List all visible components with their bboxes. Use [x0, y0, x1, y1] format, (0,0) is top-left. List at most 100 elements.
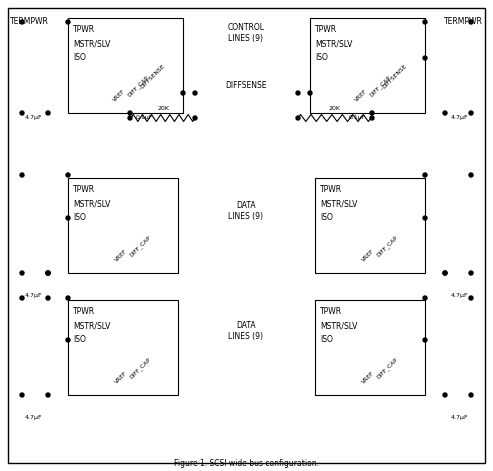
Text: MSTR/SLV: MSTR/SLV: [320, 200, 357, 209]
Text: 4.7μF: 4.7μF: [451, 115, 469, 121]
Circle shape: [423, 338, 427, 342]
Text: MSTR/SLV: MSTR/SLV: [315, 40, 352, 49]
Circle shape: [20, 111, 24, 115]
Circle shape: [469, 173, 473, 177]
Circle shape: [20, 20, 24, 24]
Bar: [310, 18, 425, 113]
Text: MSTR/SLV: MSTR/SLV: [73, 40, 110, 49]
Text: LINES (9): LINES (9): [228, 212, 263, 221]
Text: VREF: VREF: [361, 249, 375, 263]
Circle shape: [46, 296, 50, 300]
Text: 4.7μF: 4.7μF: [24, 292, 42, 298]
Text: TPWR: TPWR: [73, 308, 95, 317]
Text: TPWR: TPWR: [73, 25, 95, 34]
Text: DATA: DATA: [236, 201, 256, 210]
Text: LINES (9): LINES (9): [228, 33, 263, 42]
Text: ISO: ISO: [73, 54, 86, 63]
Text: MSTR/SLV: MSTR/SLV: [320, 322, 357, 331]
Circle shape: [308, 91, 312, 95]
Text: 4.7μF: 4.7μF: [451, 292, 469, 298]
Circle shape: [66, 338, 70, 342]
Text: ISO: ISO: [73, 335, 86, 344]
Text: MSTR/SLV: MSTR/SLV: [73, 322, 110, 331]
Bar: [68, 178, 178, 273]
Text: DIFF_CAP: DIFF_CAP: [375, 356, 399, 380]
Text: TPWR: TPWR: [315, 25, 337, 34]
Text: 0.1μF: 0.1μF: [349, 115, 366, 121]
Circle shape: [20, 173, 24, 177]
Text: TPWR: TPWR: [320, 186, 342, 195]
Circle shape: [370, 116, 374, 120]
Circle shape: [469, 111, 473, 115]
Circle shape: [66, 296, 70, 300]
Circle shape: [20, 296, 24, 300]
Text: LINES (9): LINES (9): [228, 333, 263, 341]
Circle shape: [296, 116, 300, 120]
Circle shape: [423, 216, 427, 220]
Circle shape: [46, 271, 50, 275]
Text: VREF: VREF: [114, 371, 128, 385]
Circle shape: [193, 91, 197, 95]
Circle shape: [443, 271, 447, 275]
Circle shape: [46, 271, 50, 275]
Text: VREF: VREF: [112, 89, 126, 103]
Circle shape: [469, 296, 473, 300]
Text: DATA: DATA: [236, 320, 256, 330]
Circle shape: [128, 116, 132, 120]
Bar: [315, 300, 425, 395]
Circle shape: [46, 111, 50, 115]
Circle shape: [423, 296, 427, 300]
Text: ISO: ISO: [320, 213, 333, 222]
Circle shape: [370, 111, 374, 115]
Circle shape: [443, 271, 447, 275]
Circle shape: [20, 271, 24, 275]
Circle shape: [46, 393, 50, 397]
Circle shape: [469, 20, 473, 24]
Bar: [68, 300, 178, 395]
Circle shape: [469, 271, 473, 275]
Text: TERMPWR: TERMPWR: [10, 17, 49, 26]
Circle shape: [423, 56, 427, 60]
Text: DIFFSENSE: DIFFSENSE: [140, 63, 167, 89]
Circle shape: [20, 393, 24, 397]
Text: DIFF_CAP: DIFF_CAP: [375, 234, 399, 258]
Text: VREF: VREF: [354, 89, 368, 103]
Text: TPWR: TPWR: [320, 308, 342, 317]
Text: ISO: ISO: [315, 54, 328, 63]
Circle shape: [181, 91, 185, 95]
Text: ISO: ISO: [320, 335, 333, 344]
Text: TPWR: TPWR: [73, 186, 95, 195]
Circle shape: [128, 111, 132, 115]
Text: MSTR/SLV: MSTR/SLV: [73, 200, 110, 209]
Circle shape: [423, 173, 427, 177]
Circle shape: [66, 20, 70, 24]
Circle shape: [66, 173, 70, 177]
Circle shape: [469, 393, 473, 397]
Text: DIFF_CAP: DIFF_CAP: [128, 356, 152, 380]
Text: DIFFSENSE: DIFFSENSE: [225, 81, 267, 90]
Circle shape: [296, 91, 300, 95]
Text: 20K: 20K: [328, 106, 341, 112]
Text: 20K: 20K: [157, 106, 169, 112]
Bar: [315, 178, 425, 273]
Text: TERMPWR: TERMPWR: [444, 17, 483, 26]
Text: VREF: VREF: [114, 249, 128, 263]
Circle shape: [193, 116, 197, 120]
Bar: [68, 18, 183, 113]
Text: CONTROL: CONTROL: [227, 24, 265, 32]
Text: VREF: VREF: [361, 371, 375, 385]
Circle shape: [443, 393, 447, 397]
Text: DIFF_CAP: DIFF_CAP: [368, 74, 391, 98]
Circle shape: [443, 111, 447, 115]
Text: 4.7μF: 4.7μF: [24, 115, 42, 121]
Text: 4.7μF: 4.7μF: [451, 414, 469, 420]
Text: DIFF_CAP: DIFF_CAP: [128, 234, 152, 258]
Text: DIFFSENSE: DIFFSENSE: [382, 63, 408, 89]
Text: 0.1μF: 0.1μF: [136, 115, 153, 121]
Text: 4.7μF: 4.7μF: [24, 414, 42, 420]
Circle shape: [66, 216, 70, 220]
Circle shape: [423, 20, 427, 24]
Text: Figure 1. SCSI wide bus configuration.: Figure 1. SCSI wide bus configuration.: [174, 458, 318, 468]
Circle shape: [46, 271, 50, 275]
Text: DIFF_CAP: DIFF_CAP: [126, 74, 150, 98]
